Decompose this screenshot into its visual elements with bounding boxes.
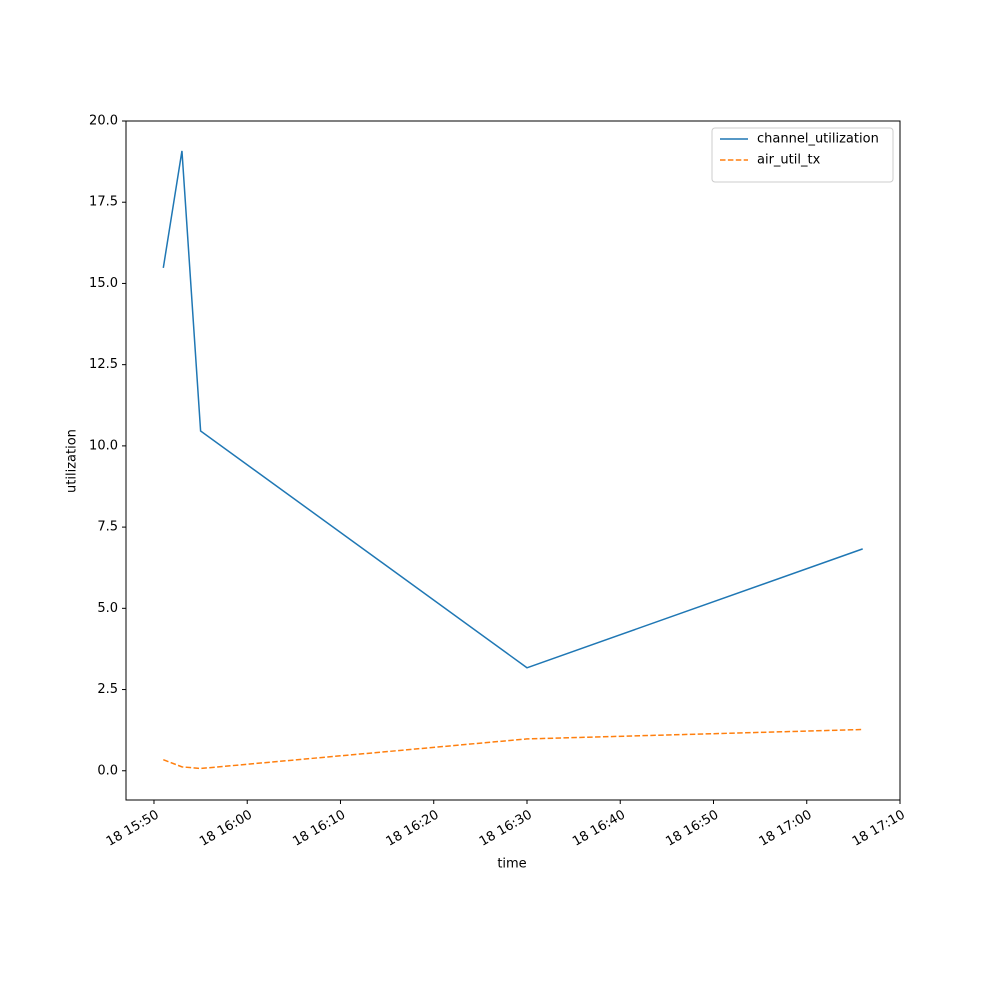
y-tick-label: 5.0: [97, 601, 118, 616]
plot-frame: [125, 120, 901, 801]
series-line: [163, 728, 863, 770]
x-axis-label: time: [497, 857, 526, 872]
y-tick-label: 7.5: [97, 520, 118, 535]
y-axis-label: utilization: [65, 429, 80, 493]
y-tick-label: 12.5: [89, 357, 118, 372]
legend-box: [711, 127, 894, 183]
y-tick-label: 0.0: [97, 763, 118, 778]
y-tick-label: 2.5: [97, 682, 118, 697]
y-tick-label: 10.0: [89, 438, 118, 453]
series-line: [162, 150, 863, 669]
y-tick-label: 17.5: [89, 195, 118, 210]
legend-label: air_util_tx: [757, 153, 821, 168]
y-tick-label: 15.0: [89, 276, 118, 291]
y-tick-label: 20.0: [89, 114, 118, 129]
legend-label: channel_utilization: [757, 132, 879, 147]
